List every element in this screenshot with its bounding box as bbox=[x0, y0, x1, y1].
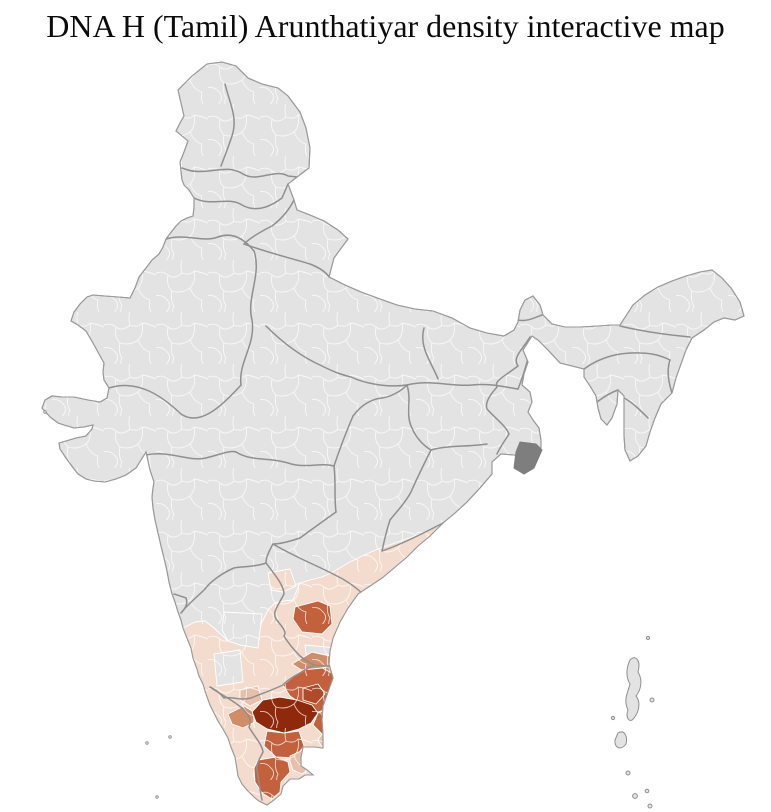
mainland-india-landmass[interactable] bbox=[41, 61, 745, 806]
region-sundarbans-delta[interactable] bbox=[513, 441, 543, 475]
page-title: DNA H (Tamil) Arunthatiyar density inter… bbox=[46, 8, 725, 44]
region-hassan-gap[interactable] bbox=[213, 649, 244, 687]
lakshadweep-islands[interactable] bbox=[43, 410, 172, 799]
andaman-nicobar-islands[interactable] bbox=[610, 635, 655, 809]
